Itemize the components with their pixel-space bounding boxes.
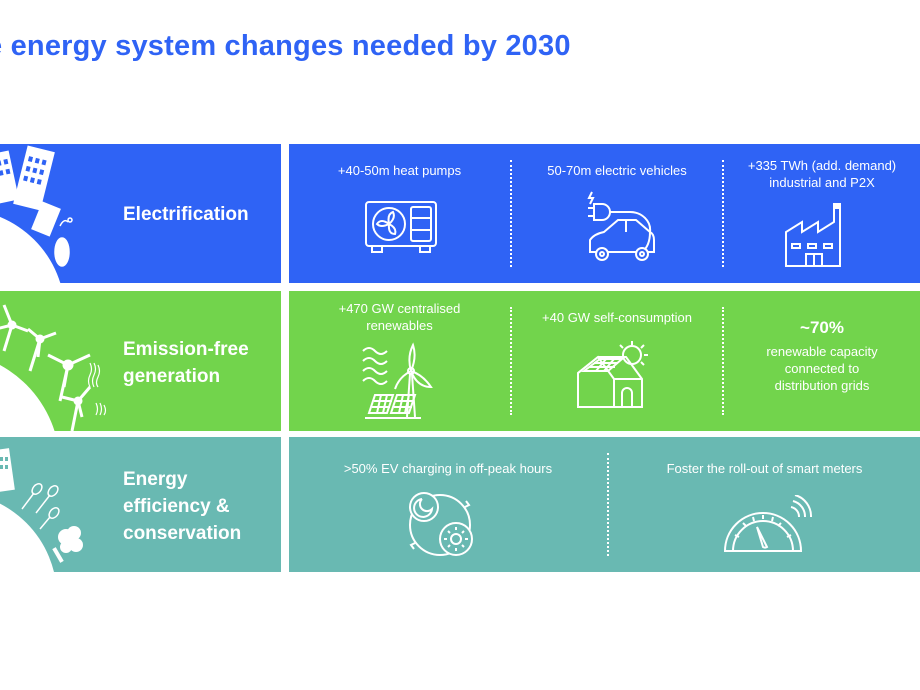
smart-meter-icon	[723, 495, 813, 552]
efficiency-items-panel: >50% EV charging in off-peak hours Foste…	[289, 437, 920, 572]
divider	[510, 160, 512, 267]
item-label: renewable capacity connected to distribu…	[766, 344, 878, 393]
page-title: e energy system changes needed by 2030	[0, 30, 571, 62]
category-label-generation: Emission-free generation	[123, 339, 249, 387]
item-label: >50% EV charging in off-peak hours	[343, 461, 553, 476]
divider	[510, 307, 512, 415]
category-label-efficiency: Energy efficiency & conservation	[123, 469, 242, 544]
lightbulbs-tree-icon	[0, 448, 83, 572]
item-heat-pumps: +40-50m heat pumps	[289, 144, 510, 283]
item-label: +470 GW centralised renewables	[338, 301, 461, 333]
item-label: Foster the roll-out of smart meters	[666, 461, 863, 476]
wind-turbines-icon	[0, 304, 107, 431]
category-panel-generation: Emission-free generation	[0, 291, 281, 431]
item-label: 50-70m electric vehicles	[547, 163, 687, 178]
item-electric-vehicles: 50-70m electric vehicles	[512, 144, 722, 283]
percentage-value: ~70%	[800, 318, 844, 337]
category-panel-electrification: Electrification	[0, 144, 281, 283]
house-solar-roof-icon	[577, 341, 648, 408]
factory-icon	[785, 203, 841, 267]
item-label: +40 GW self-consumption	[542, 310, 692, 325]
item-ev-off-peak: >50% EV charging in off-peak hours	[289, 437, 607, 572]
item-self-consumption: +40 GW self-consumption	[512, 291, 722, 431]
electrification-items-panel: +40-50m heat pumps 50-70m electric vehic…	[289, 144, 920, 283]
electric-car-plug-icon	[587, 191, 655, 261]
divider	[607, 453, 609, 556]
category-panel-efficiency: Energy efficiency & conservation	[0, 437, 281, 572]
item-smart-meters: Foster the roll-out of smart meters	[609, 437, 920, 572]
item-label: +335 TWh (add. demand) industrial and P2…	[747, 158, 897, 190]
category-label-electrification: Electrification	[123, 204, 249, 225]
item-label: +40-50m heat pumps	[337, 163, 462, 178]
wind-solar-icon	[362, 342, 433, 419]
divider	[722, 307, 724, 415]
heat-pump-icon	[365, 201, 437, 253]
city-buildings-car-icon	[0, 145, 73, 283]
item-centralised-renewables: +470 GW centralised renewables	[289, 291, 510, 431]
day-night-cycle-icon	[409, 492, 473, 556]
divider	[722, 160, 724, 267]
item-industrial-p2x: +335 TWh (add. demand) industrial and P2…	[724, 144, 920, 283]
generation-items-panel: +470 GW centralised renewables +40 GW se…	[289, 291, 920, 431]
item-distribution-grids: ~70% renewable capacity connected to dis…	[724, 291, 920, 431]
